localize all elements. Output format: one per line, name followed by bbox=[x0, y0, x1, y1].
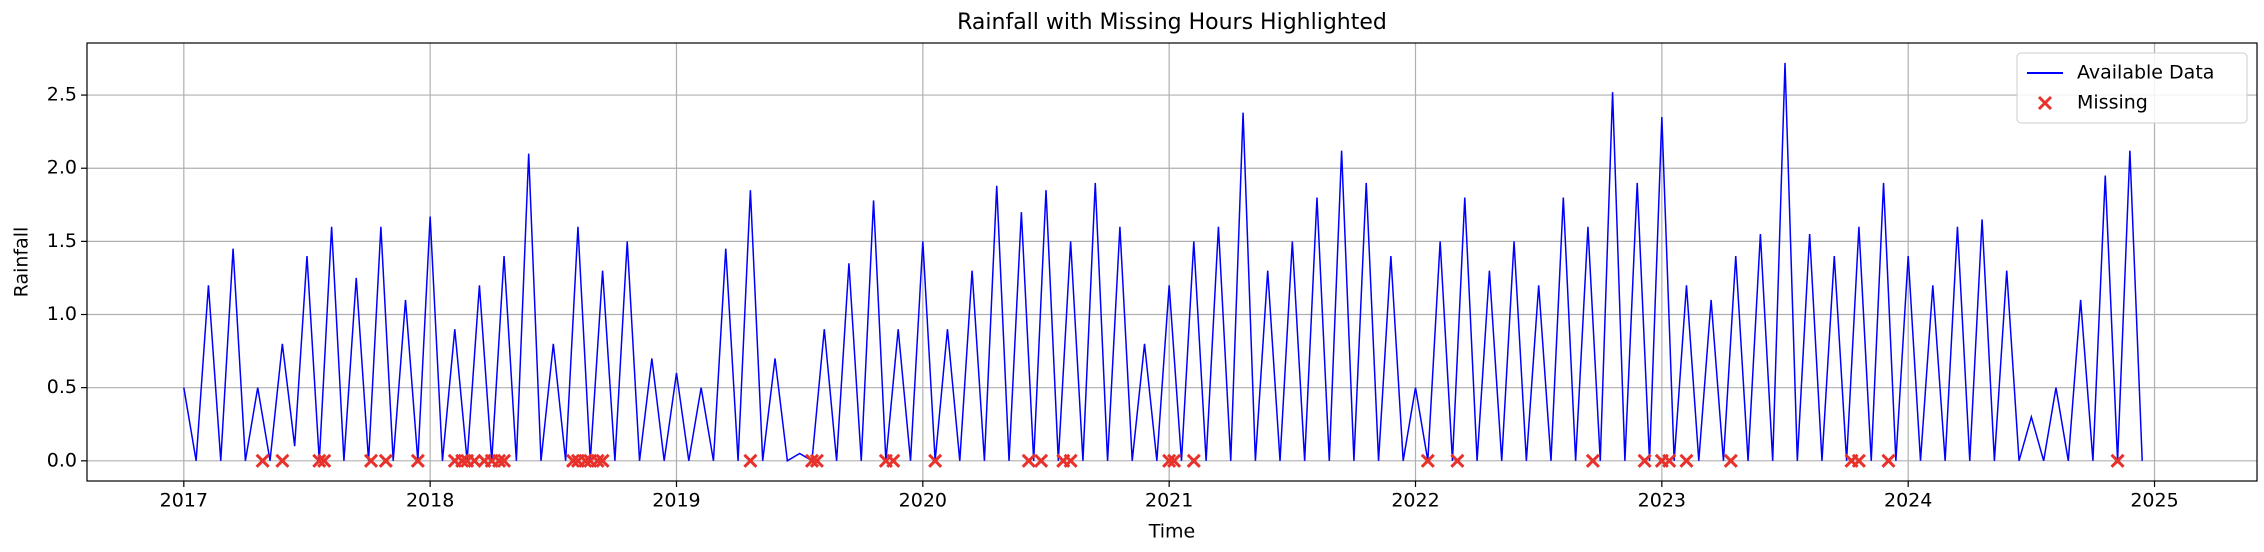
plot-frame bbox=[86, 42, 2258, 482]
missing-marker bbox=[363, 453, 379, 468]
x-axis-label: Time bbox=[1148, 521, 1196, 543]
missing-marker bbox=[317, 453, 332, 468]
chart-title: Rainfall with Missing Hours Highlighted bbox=[957, 10, 1387, 35]
legend-label: Missing bbox=[2077, 92, 2148, 114]
y-axis-label: Rainfall bbox=[11, 227, 33, 298]
missing-marker bbox=[595, 453, 610, 468]
missing-marker bbox=[312, 453, 327, 468]
y-tick-label: 0.5 bbox=[47, 376, 77, 398]
y-tick-label: 1.5 bbox=[47, 230, 77, 252]
legend-marker bbox=[2037, 95, 2053, 111]
x-tick-label: 2021 bbox=[1145, 490, 1193, 512]
x-tick-label: 2024 bbox=[1884, 490, 1932, 512]
missing-marker bbox=[928, 453, 943, 468]
missing-marker bbox=[565, 453, 581, 468]
missing-marker bbox=[1679, 453, 1694, 468]
missing-marker bbox=[255, 453, 270, 468]
x-tick-label: 2019 bbox=[652, 490, 700, 512]
y-tick-label: 2.0 bbox=[47, 157, 77, 179]
missing-marker bbox=[410, 453, 425, 468]
missing-marker bbox=[1167, 453, 1182, 468]
missing-marker bbox=[1034, 453, 1049, 468]
missing-marker bbox=[496, 453, 512, 468]
legend-box bbox=[2016, 52, 2248, 124]
x-tick-label: 2022 bbox=[1391, 490, 1439, 512]
x-tick-label: 2018 bbox=[406, 490, 454, 512]
missing-marker bbox=[1662, 453, 1677, 468]
missing-marker bbox=[1186, 453, 1201, 468]
missing-marker bbox=[743, 453, 758, 468]
data-line bbox=[183, 62, 2143, 463]
x-tick-label: 2020 bbox=[899, 490, 947, 512]
missing-marker bbox=[1851, 453, 1866, 468]
missing-marker bbox=[492, 453, 507, 468]
missing-marker bbox=[1881, 453, 1896, 468]
missing-marker bbox=[804, 453, 820, 468]
missing-marker bbox=[809, 453, 824, 468]
missing-marker bbox=[1021, 453, 1036, 468]
x-tick-label: 2023 bbox=[1638, 490, 1686, 512]
missing-marker bbox=[1162, 453, 1177, 468]
missing-marker bbox=[1585, 453, 1600, 468]
missing-marker bbox=[578, 453, 593, 468]
missing-marker bbox=[886, 453, 901, 468]
missing-marker bbox=[2110, 453, 2125, 468]
missing-marker bbox=[455, 453, 470, 468]
missing-marker bbox=[590, 453, 605, 468]
y-tick-label: 1.0 bbox=[47, 303, 77, 325]
x-tick-label: 2025 bbox=[2130, 490, 2178, 512]
missing-marker bbox=[275, 453, 290, 468]
y-tick-label: 2.5 bbox=[47, 84, 77, 106]
missing-marker bbox=[378, 453, 393, 468]
missing-marker bbox=[1637, 453, 1652, 468]
legend: Available Data Missing bbox=[2016, 52, 2248, 124]
missing-marker bbox=[1723, 453, 1738, 468]
missing-marker bbox=[1450, 453, 1465, 468]
legend-label: Available Data bbox=[2077, 62, 2214, 84]
missing-marker bbox=[1063, 453, 1078, 468]
x-tick-label: 2017 bbox=[160, 490, 208, 512]
missing-marker bbox=[1420, 453, 1435, 468]
y-tick-label: 0.0 bbox=[47, 449, 77, 471]
